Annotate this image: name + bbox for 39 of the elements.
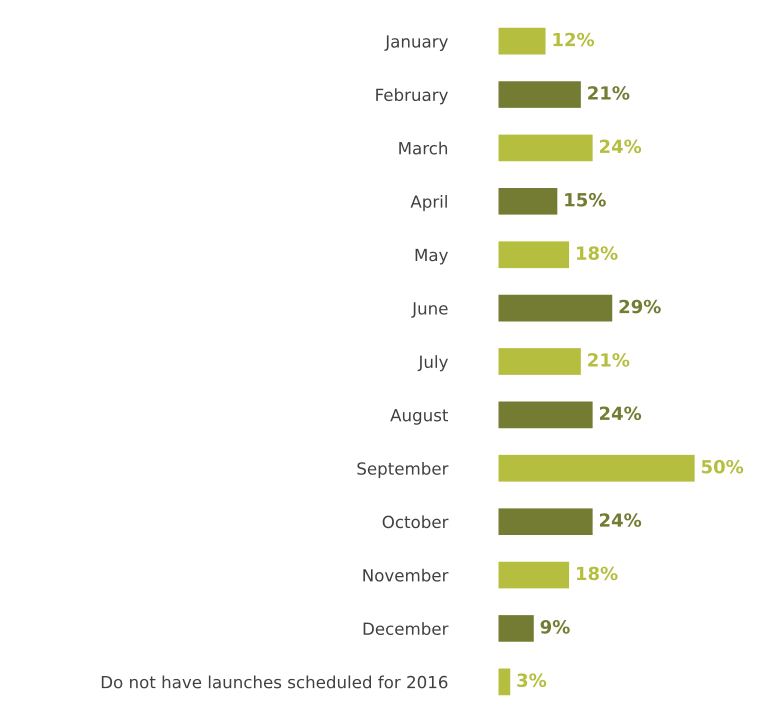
y-tick-label: August xyxy=(390,409,448,425)
data-label: 29% xyxy=(620,300,661,314)
y-tick-label: June xyxy=(411,302,448,318)
data-label: 24% xyxy=(600,140,642,154)
bar xyxy=(498,508,593,536)
bar xyxy=(498,81,581,108)
y-tick-label: March xyxy=(399,142,448,155)
data-label: 18% xyxy=(577,566,618,580)
bar xyxy=(498,454,695,482)
bar xyxy=(498,134,593,162)
bar xyxy=(498,615,534,642)
bar xyxy=(498,241,570,268)
data-label: 3% xyxy=(517,673,546,688)
data-label: 9% xyxy=(540,620,570,634)
data-label: 15% xyxy=(565,192,606,207)
y-tick-label: February xyxy=(376,88,448,104)
y-tick-label: May xyxy=(416,248,448,265)
y-tick-label: December xyxy=(364,622,448,636)
data-label: 21% xyxy=(588,353,630,367)
y-tick-label: October xyxy=(382,515,448,528)
bar xyxy=(498,562,570,588)
bar xyxy=(498,402,593,428)
data-label: 50% xyxy=(702,460,744,474)
y-tick-label: January xyxy=(384,35,448,51)
data-label: 24% xyxy=(600,513,642,527)
data-label: 21% xyxy=(588,86,630,100)
bar xyxy=(498,28,546,55)
y-tick-label: July xyxy=(418,355,448,372)
y-tick-label: September xyxy=(357,462,448,478)
data-label: 24% xyxy=(600,406,642,420)
bar xyxy=(498,188,558,215)
data-label: 18% xyxy=(577,246,618,260)
bar xyxy=(498,294,612,322)
y-tick-label: November xyxy=(363,568,448,582)
y-tick-label: April xyxy=(410,194,447,212)
bar xyxy=(498,348,581,375)
bar xyxy=(498,668,510,696)
y-tick-label: Do not have launches scheduled for 2016 xyxy=(102,676,448,688)
data-label: 12% xyxy=(553,32,594,46)
